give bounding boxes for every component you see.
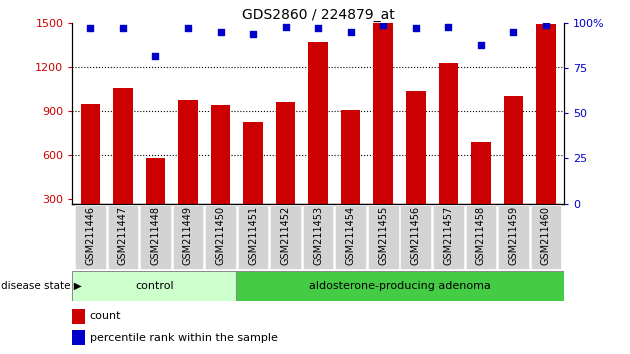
Text: GSM211451: GSM211451: [248, 206, 258, 266]
Title: GDS2860 / 224879_at: GDS2860 / 224879_at: [242, 8, 394, 22]
Bar: [108, 205, 138, 269]
Point: [476, 42, 486, 47]
Bar: [72, 330, 84, 345]
Bar: [368, 205, 399, 269]
Bar: [178, 100, 198, 204]
Bar: [536, 24, 556, 204]
Bar: [75, 205, 106, 269]
Bar: [471, 142, 491, 204]
Bar: [72, 309, 84, 324]
Text: GSM211460: GSM211460: [541, 206, 551, 266]
Point: [508, 29, 518, 35]
Bar: [438, 63, 458, 204]
Bar: [433, 205, 464, 269]
Text: GSM211452: GSM211452: [280, 206, 290, 266]
Text: GSM211458: GSM211458: [476, 206, 486, 266]
Bar: [335, 205, 366, 269]
Point: [411, 25, 421, 31]
Point: [151, 53, 161, 58]
Text: GSM211447: GSM211447: [118, 206, 128, 266]
Point: [346, 29, 356, 35]
Bar: [211, 105, 231, 204]
Point: [85, 25, 95, 31]
Bar: [466, 205, 496, 269]
Bar: [173, 205, 203, 269]
Bar: [341, 110, 360, 204]
Text: GSM211456: GSM211456: [411, 206, 421, 266]
Point: [118, 25, 128, 31]
Text: GSM211455: GSM211455: [378, 206, 388, 266]
Bar: [146, 158, 165, 204]
Text: disease state ▶: disease state ▶: [1, 281, 81, 291]
Point: [378, 22, 388, 28]
Point: [541, 22, 551, 28]
Bar: [243, 122, 263, 204]
Bar: [406, 91, 425, 204]
Bar: [530, 205, 561, 269]
Bar: [205, 205, 236, 269]
Point: [248, 31, 258, 37]
Bar: [401, 205, 431, 269]
Bar: [238, 205, 268, 269]
Point: [183, 25, 193, 31]
Bar: [236, 271, 564, 301]
Text: percentile rank within the sample: percentile rank within the sample: [89, 332, 278, 343]
Bar: [374, 17, 393, 204]
Text: control: control: [135, 281, 174, 291]
Bar: [498, 205, 529, 269]
Bar: [113, 87, 133, 204]
Bar: [503, 96, 523, 204]
Text: GSM211457: GSM211457: [444, 206, 454, 266]
Text: GSM211459: GSM211459: [508, 206, 518, 266]
Text: GSM211454: GSM211454: [346, 206, 356, 266]
Text: GSM211446: GSM211446: [85, 206, 95, 266]
Bar: [140, 205, 171, 269]
Bar: [81, 104, 100, 204]
Bar: [270, 205, 301, 269]
Bar: [72, 271, 236, 301]
Text: GSM211449: GSM211449: [183, 206, 193, 266]
Point: [444, 24, 454, 29]
Bar: [276, 102, 295, 204]
Text: GSM211453: GSM211453: [313, 206, 323, 266]
Point: [280, 24, 290, 29]
Bar: [303, 205, 333, 269]
Point: [313, 25, 323, 31]
Text: aldosterone-producing adenoma: aldosterone-producing adenoma: [309, 281, 491, 291]
Text: GSM211450: GSM211450: [215, 206, 226, 266]
Text: count: count: [89, 311, 121, 321]
Bar: [309, 42, 328, 204]
Text: GSM211448: GSM211448: [151, 206, 161, 266]
Point: [215, 29, 226, 35]
